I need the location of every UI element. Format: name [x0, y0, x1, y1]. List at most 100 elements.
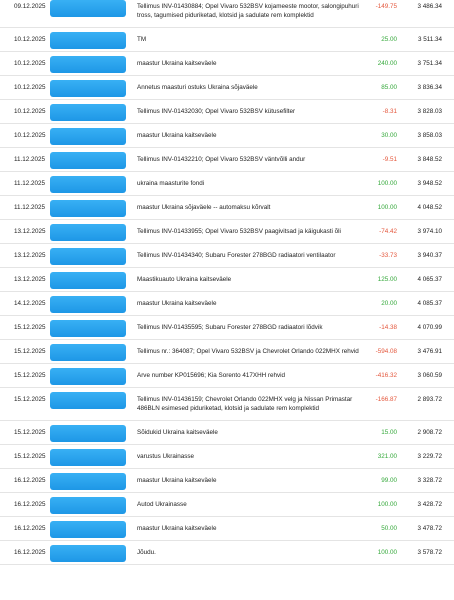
description: Maastikuauto Ukraina kaitseväele: [137, 276, 232, 283]
amount: 321.00: [377, 453, 397, 460]
balance: 3 578.72: [417, 549, 442, 556]
date: 10.12.2025: [14, 60, 46, 67]
redacted-name: [50, 272, 126, 289]
transaction-row: 13.12.2025 Tellimus INV-01434340; Subaru …: [0, 244, 454, 268]
balance: 4 048.52: [417, 204, 442, 211]
transaction-row: 15.12.2025 Tellimus nr.: 364087; Opel Viv…: [0, 340, 454, 364]
transaction-row: 10.12.2025 Tellimus INV-01432030; Opel Vi…: [0, 100, 454, 124]
balance: 3 751.34: [417, 60, 442, 67]
transaction-row: 15.12.2025 Tellimus INV-01435595; Subaru …: [0, 316, 454, 340]
description: Tellimus INV-01433955; Opel Vivaro 532BS…: [137, 228, 341, 235]
date: 15.12.2025: [14, 396, 46, 403]
balance: 3 486.34: [417, 3, 442, 10]
transaction-row: 16.12.2025 Jõudu. 100.00 3 578.72: [0, 541, 454, 565]
transaction-row: 13.12.2025 Maastikuauto Ukraina kaitseväe…: [0, 268, 454, 292]
balance: 3 848.52: [417, 156, 442, 163]
redacted-name: [50, 104, 126, 121]
description: Autod Ukrainasse: [137, 501, 187, 508]
date: 15.12.2025: [14, 429, 46, 436]
transaction-row: 11.12.2025 maastur Ukraina sõjaväele -- a…: [0, 196, 454, 220]
description: maastur Ukraina kaitseväele: [137, 477, 217, 484]
redacted-name: [50, 248, 126, 265]
redacted-name: [50, 200, 126, 217]
amount: 100.00: [377, 204, 397, 211]
balance: 4 070.99: [417, 324, 442, 331]
redacted-name: [50, 425, 126, 442]
balance: 3 478.72: [417, 525, 442, 532]
transaction-row: 15.12.2025 varustus Ukrainasse 321.00 3 229…: [0, 445, 454, 469]
amount: 99.00: [381, 477, 397, 484]
description: Tellimus INV-01436159; Chevrolet Orlando…: [137, 396, 353, 412]
date: 10.12.2025: [14, 108, 46, 115]
description: maastur Ukraina kaitseväele: [137, 525, 217, 532]
amount: 15.00: [381, 429, 397, 436]
balance: 3 948.52: [417, 180, 442, 187]
transaction-row: 11.12.2025 Tellimus INV-01432210; Opel Vi…: [0, 148, 454, 172]
date: 15.12.2025: [14, 372, 46, 379]
balance: 3 974.10: [417, 228, 442, 235]
date: 11.12.2025: [14, 204, 46, 211]
amount: -166.87: [375, 396, 397, 403]
balance: 3 858.03: [417, 132, 442, 139]
redacted-name: [50, 176, 126, 193]
transaction-row: 10.12.2025 maastur Ukraina kaitseväele 240…: [0, 52, 454, 76]
date: 15.12.2025: [14, 453, 46, 460]
amount: 25.00: [381, 36, 397, 43]
date: 10.12.2025: [14, 84, 46, 91]
transaction-row: 15.12.2025 Tellimus INV-01436159; Chevrol…: [0, 388, 454, 421]
transaction-list: 09.12.2025 Tellimus INV-01430884; Opel Vi…: [0, 0, 454, 565]
amount: 125.00: [377, 276, 397, 283]
transaction-row: 13.12.2025 Tellimus INV-01433955; Opel Vi…: [0, 220, 454, 244]
balance: 3 428.72: [417, 501, 442, 508]
description: Annetus maasturi ostuks Ukraina sõjaväel…: [137, 84, 258, 91]
description: Sõidukid Ukraina kaitseväele: [137, 429, 218, 436]
redacted-name: [50, 56, 126, 73]
date: 09.12.2025: [14, 3, 46, 10]
redacted-name: [50, 320, 126, 337]
redacted-name: [50, 368, 126, 385]
description: maastur Ukraina kaitseväele: [137, 132, 217, 139]
balance: 3 940.37: [417, 252, 442, 259]
redacted-name: [50, 80, 126, 97]
transaction-row: 11.12.2025 ukraina maasturite fondi 100.00…: [0, 172, 454, 196]
date: 13.12.2025: [14, 252, 46, 259]
transaction-row: 16.12.2025 maastur Ukraina kaitseväele 50.…: [0, 517, 454, 541]
date: 10.12.2025: [14, 132, 46, 139]
date: 14.12.2025: [14, 300, 46, 307]
balance: 3 060.59: [417, 372, 442, 379]
redacted-name: [50, 545, 126, 562]
amount: 85.00: [381, 84, 397, 91]
transaction-row: 10.12.2025 Annetus maasturi ostuks Ukrain…: [0, 76, 454, 100]
transaction-row: 10.12.2025 maastur Ukraina kaitseväele 30.…: [0, 124, 454, 148]
redacted-name: [50, 473, 126, 490]
balance: 2 893.72: [417, 396, 442, 403]
date: 13.12.2025: [14, 228, 46, 235]
balance: 3 328.72: [417, 477, 442, 484]
date: 10.12.2025: [14, 36, 46, 43]
balance: 4 065.37: [417, 276, 442, 283]
amount: 100.00: [377, 549, 397, 556]
redacted-name: [50, 392, 126, 409]
transaction-row: 15.12.2025 Sõidukid Ukraina kaitseväele 15…: [0, 421, 454, 445]
balance: 3 476.91: [417, 348, 442, 355]
transaction-row: 16.12.2025 maastur Ukraina kaitseväele 99.…: [0, 469, 454, 493]
amount: -74.42: [379, 228, 397, 235]
balance: 3 828.03: [417, 108, 442, 115]
date: 11.12.2025: [14, 180, 46, 187]
description: varustus Ukrainasse: [137, 453, 195, 460]
description: TM: [137, 36, 147, 43]
transaction-row: 14.12.2025 maastur Ukraina kaitseväele 20.…: [0, 292, 454, 316]
redacted-name: [50, 224, 126, 241]
redacted-name: [50, 128, 126, 145]
amount: -8.31: [382, 108, 397, 115]
redacted-name: [50, 152, 126, 169]
balance: 4 085.37: [417, 300, 442, 307]
amount: 100.00: [377, 180, 397, 187]
amount: -416.32: [375, 372, 397, 379]
amount: -14.38: [379, 324, 397, 331]
date: 15.12.2025: [14, 324, 46, 331]
description: maastur Ukraina sõjaväele -- automaksu k…: [137, 204, 271, 211]
amount: -9.51: [382, 156, 397, 163]
amount: -33.73: [379, 252, 397, 259]
